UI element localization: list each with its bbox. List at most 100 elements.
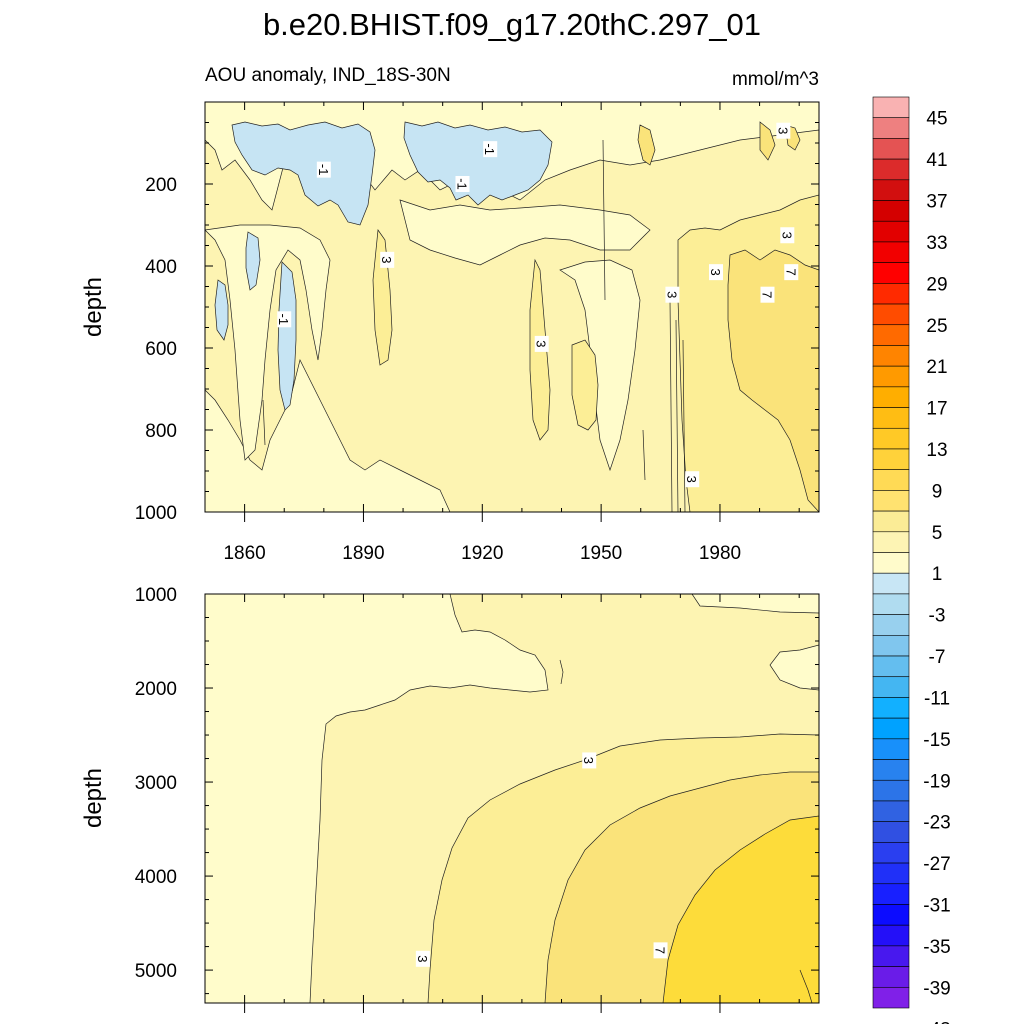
colorbar-swatch	[872, 945, 910, 967]
contour-label-bg	[455, 176, 470, 192]
contour-label-text: 3	[779, 232, 794, 239]
colorbar-swatch	[872, 179, 910, 201]
colorbar-tick-label: -11	[924, 688, 950, 709]
colorbar-swatch	[872, 138, 910, 160]
contour-label-text: -1	[276, 314, 291, 326]
y-tick-label: 1000	[135, 503, 177, 524]
contour-label-bg	[784, 264, 799, 281]
contour-label-text: 7	[653, 947, 668, 954]
contour-label: 3	[708, 264, 724, 281]
colorbar-swatch	[872, 427, 910, 450]
colorbar-tick-label: -15	[923, 730, 950, 751]
contour-label-text: 3	[534, 340, 549, 347]
colorbar-swatch	[872, 241, 910, 263]
chart-subtitle: AOU anomaly, IND_18S-30N	[205, 65, 451, 86]
lower-small-contour	[559, 659, 813, 1003]
upper-contour-labels: 3 -1 -1 -1 3 3 3 7 3 7 -1 3 3	[276, 122, 799, 488]
contour-label-text: 3	[664, 291, 679, 298]
contour-label-text: 3	[775, 127, 790, 134]
contour-label-bg	[776, 122, 791, 139]
contour-label-bg	[415, 950, 430, 967]
colorbar-tick-label: -39	[923, 978, 950, 999]
colorbar-swatch	[872, 448, 910, 470]
colorbar-swatch	[872, 117, 910, 139]
colorbar-tick-label: 37	[926, 192, 947, 213]
x-tick-label: 1980	[699, 543, 741, 564]
colorbar-swatch	[872, 283, 910, 305]
contour-label: 3	[581, 752, 597, 769]
lower-panel: 1000 2000 3000 4000 5000 3 3 7 depth	[80, 585, 820, 1013]
colorbar-swatch	[872, 842, 910, 864]
colorbar-tick-label: -19	[923, 771, 950, 792]
contour-label-bg	[665, 286, 680, 303]
contour-label-text: 7	[783, 269, 798, 276]
contour-label-text: -1	[482, 143, 497, 155]
contour-label: 3	[664, 286, 680, 303]
y-tick-label: 1000	[135, 585, 177, 606]
contour-label-bg	[582, 752, 597, 769]
upper-fill-pos5-mid2	[571, 339, 599, 431]
colorbar-swatch	[872, 345, 910, 367]
upper-ylabel: depth	[80, 277, 107, 337]
colorbar-swatch	[872, 593, 910, 615]
contour-label-bg	[709, 264, 724, 281]
colorbar-tick-label: -23	[923, 813, 950, 834]
upper-fill-neg1-b	[403, 121, 553, 206]
colorbar-swatch	[872, 697, 910, 719]
colorbar-swatch	[872, 779, 910, 802]
upper-x-tick-labels: 1860 1890 1920 1950 1980	[223, 543, 741, 564]
y-tick-label: 200	[145, 175, 177, 196]
upper-axis-ticks	[204, 101, 819, 522]
colorbar-swatch	[872, 924, 910, 947]
colorbar-tick-label: 33	[926, 233, 947, 254]
colorbar-labels: 45 41 37 33 29 25 21 17 13 9 5 1 -3 -7 -11 -15 -19 -23 -27…	[923, 109, 950, 1024]
contour-label: 3	[779, 227, 795, 244]
colorbar-swatch	[872, 510, 910, 533]
contour-label-text: -1	[454, 178, 469, 190]
colorbar-tick-label: 45	[926, 109, 947, 130]
colorbar-swatch	[872, 986, 910, 1009]
colorbar-tick-label: 1	[932, 564, 943, 585]
upper-fill-neg1-d	[277, 261, 297, 411]
contour-label: 7	[760, 286, 775, 303]
colorbar	[872, 96, 910, 1009]
contour-label: -1	[316, 161, 331, 178]
colorbar-swatch	[872, 200, 910, 222]
contour-label-bg	[653, 942, 668, 959]
colorbar-swatch	[872, 531, 910, 553]
y-tick-label: 800	[145, 421, 177, 442]
y-tick-label: 600	[145, 339, 177, 360]
contour-label-text: 7	[760, 291, 775, 298]
upper-contour-fills	[205, 102, 819, 512]
colorbar-swatch	[872, 800, 910, 822]
colorbar-swatch	[872, 158, 910, 181]
colorbar-swatch	[872, 96, 910, 119]
x-tick-label: 1890	[342, 543, 384, 564]
colorbar-tick-label: -35	[923, 937, 950, 958]
contour-label: 3	[684, 471, 700, 488]
lower-contour-fills	[205, 594, 819, 1003]
units-label: mmol/m^3	[732, 69, 819, 90]
colorbar-swatch	[872, 324, 910, 346]
contour-label-bg	[277, 311, 292, 328]
contour-label-text: -1	[316, 164, 331, 176]
contour-label-bg	[316, 161, 331, 178]
colorbar-tick-label: 21	[926, 357, 947, 378]
contour-label-text: 3	[684, 476, 699, 483]
contour-label-text: 3	[379, 256, 394, 263]
colorbar-swatch	[872, 469, 910, 491]
colorbar-swatch	[872, 220, 910, 243]
colorbar-swatch	[872, 552, 910, 574]
upper-fill-base-hole-3	[559, 259, 641, 472]
upper-top-noise	[637, 121, 801, 166]
lower-contour-labels: 3 3 7	[415, 752, 668, 967]
colorbar-swatch	[872, 904, 910, 926]
chart-title: b.e20.BHIST.f09_g17.20thC.297_01	[263, 7, 761, 42]
contour-label: -1	[482, 141, 498, 158]
colorbar-tick-label: 29	[926, 274, 947, 295]
colorbar-swatch	[872, 572, 910, 595]
upper-fill-neg1-e	[245, 231, 261, 291]
colorbar-swatch	[872, 490, 910, 512]
x-tick-label: 1950	[580, 543, 622, 564]
colorbar-swatch	[872, 883, 910, 905]
